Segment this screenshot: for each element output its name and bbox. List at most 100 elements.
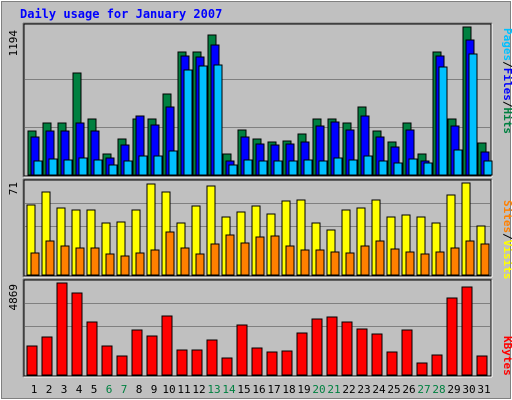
kbytes-bar-day-17 xyxy=(266,351,278,376)
bottom-panel-max-label: 4869 xyxy=(7,284,20,311)
x-label-day-17: 17 xyxy=(267,383,280,396)
kbytes-bar-day-27 xyxy=(416,362,428,376)
pages-bar-day-26 xyxy=(408,158,418,176)
kbytes-bar-day-28 xyxy=(431,354,443,376)
kbytes-bar-day-16 xyxy=(251,347,263,376)
pages-bar-day-18 xyxy=(288,160,298,176)
x-label-day-23: 23 xyxy=(357,383,370,396)
kbytes-bar-day-24 xyxy=(371,333,383,376)
sites-bar-day-4 xyxy=(75,247,85,276)
x-label-day-7: 7 xyxy=(121,383,128,396)
x-axis-labels: 1 2 3 4 5 6 7 8 9 10 11 12 13 14 15 16 17 18 19 20 21 22 23 24 2… xyxy=(31,383,491,396)
sites-bar-day-22 xyxy=(345,252,355,276)
sites-bar-day-2 xyxy=(45,240,55,276)
x-label-day-19: 19 xyxy=(297,383,310,396)
middle-panel-legend: Sites/Visits xyxy=(501,200,512,280)
x-label-day-15: 15 xyxy=(237,383,250,396)
kbytes-bar-day-21 xyxy=(326,316,338,376)
kbytes-bar-day-12 xyxy=(191,349,203,376)
pages-bar-day-23 xyxy=(363,155,373,176)
sites-bar-day-23 xyxy=(360,245,370,276)
pages-bar-day-5 xyxy=(93,159,103,176)
sites-bar-day-13 xyxy=(210,243,220,276)
kbytes-bar-day-23 xyxy=(356,328,368,376)
sites-bar-day-1 xyxy=(30,252,40,276)
kbytes-bar-day-18 xyxy=(281,350,293,376)
pages-bar-day-22 xyxy=(348,159,358,176)
x-label-day-9: 9 xyxy=(151,383,158,396)
kbytes-bar-day-2 xyxy=(41,336,53,376)
x-label-day-24: 24 xyxy=(372,383,386,396)
kbytes-bar-day-30 xyxy=(461,286,473,376)
panel-kbytes xyxy=(22,278,493,378)
pages-bar-day-15 xyxy=(243,159,253,176)
legend-hits: Hits xyxy=(501,108,512,135)
pages-bar-day-16 xyxy=(258,160,268,176)
x-label-day-10: 10 xyxy=(162,383,175,396)
x-label-day-14: 14 xyxy=(222,383,236,396)
x-label-day-8: 8 xyxy=(136,383,143,396)
top-panel-max-label: 1194 xyxy=(7,30,20,57)
x-label-day-13: 13 xyxy=(207,383,220,396)
pages-bar-day-30 xyxy=(468,53,478,176)
pages-bar-day-13 xyxy=(213,64,223,176)
x-label-day-11: 11 xyxy=(177,383,190,396)
x-label-day-5: 5 xyxy=(91,383,98,396)
kbytes-bar-day-19 xyxy=(296,332,308,376)
sites-bar-day-18 xyxy=(285,245,295,276)
sites-bar-day-31 xyxy=(480,243,490,276)
legend-visits: Visits xyxy=(501,240,512,280)
kbytes-bar-day-11 xyxy=(176,349,188,376)
pages-bar-day-19 xyxy=(303,159,313,176)
pages-bar-day-11 xyxy=(183,69,193,176)
pages-bar-day-1 xyxy=(33,160,43,176)
sites-bar-day-8 xyxy=(135,252,145,276)
sites-bar-day-29 xyxy=(450,247,460,276)
kbytes-bar-day-8 xyxy=(131,329,143,376)
x-label-day-31: 31 xyxy=(477,383,490,396)
kbytes-bar-day-14 xyxy=(221,357,233,376)
sites-bar-day-19 xyxy=(300,249,310,276)
middle-panel-max-label: 71 xyxy=(7,182,20,195)
sites-bar-day-26 xyxy=(405,251,415,276)
kbytes-bar-day-3 xyxy=(56,282,68,376)
chart-title: Daily usage for January 2007 xyxy=(20,7,222,21)
kbytes-bar-day-4 xyxy=(71,292,83,376)
sites-bar-day-15 xyxy=(240,242,250,276)
kbytes-bar-day-10 xyxy=(161,315,173,376)
pages-bar-day-2 xyxy=(48,158,58,176)
sites-bar-day-7 xyxy=(120,255,130,276)
pages-bar-day-8 xyxy=(138,155,148,176)
x-label-day-3: 3 xyxy=(61,383,68,396)
kbytes-bar-day-15 xyxy=(236,324,248,376)
kbytes-bar-day-13 xyxy=(206,339,218,376)
pages-bar-day-12 xyxy=(198,65,208,176)
x-label-day-25: 25 xyxy=(387,383,400,396)
x-label-day-28: 28 xyxy=(432,383,445,396)
sites-bar-day-25 xyxy=(390,248,400,276)
x-label-day-21: 21 xyxy=(327,383,340,396)
sites-bar-day-21 xyxy=(330,251,340,276)
legend-kbytes: KBytes xyxy=(501,336,512,376)
legend-files: Files xyxy=(501,68,512,101)
pages-bar-day-21 xyxy=(333,157,343,176)
kbytes-bar-day-26 xyxy=(401,329,413,376)
x-label-day-18: 18 xyxy=(282,383,295,396)
kbytes-bar-day-25 xyxy=(386,351,398,376)
sites-bar-day-20 xyxy=(315,249,325,276)
kbytes-bar-day-20 xyxy=(311,318,323,376)
panel-sites-visits xyxy=(22,178,493,278)
pages-bar-day-25 xyxy=(393,162,403,176)
pages-bar-day-4 xyxy=(78,157,88,176)
kbytes-bar-day-5 xyxy=(86,321,98,376)
x-label-day-12: 12 xyxy=(192,383,205,396)
sites-bar-day-12 xyxy=(195,253,205,276)
sites-bar-day-6 xyxy=(105,253,115,276)
sites-bar-day-28 xyxy=(435,251,445,276)
top-panel-legend: Pages/Files/Hits xyxy=(501,28,512,134)
legend-sep-2: / xyxy=(501,101,512,108)
pages-bar-day-24 xyxy=(378,160,388,176)
pages-bar-day-9 xyxy=(153,155,163,176)
